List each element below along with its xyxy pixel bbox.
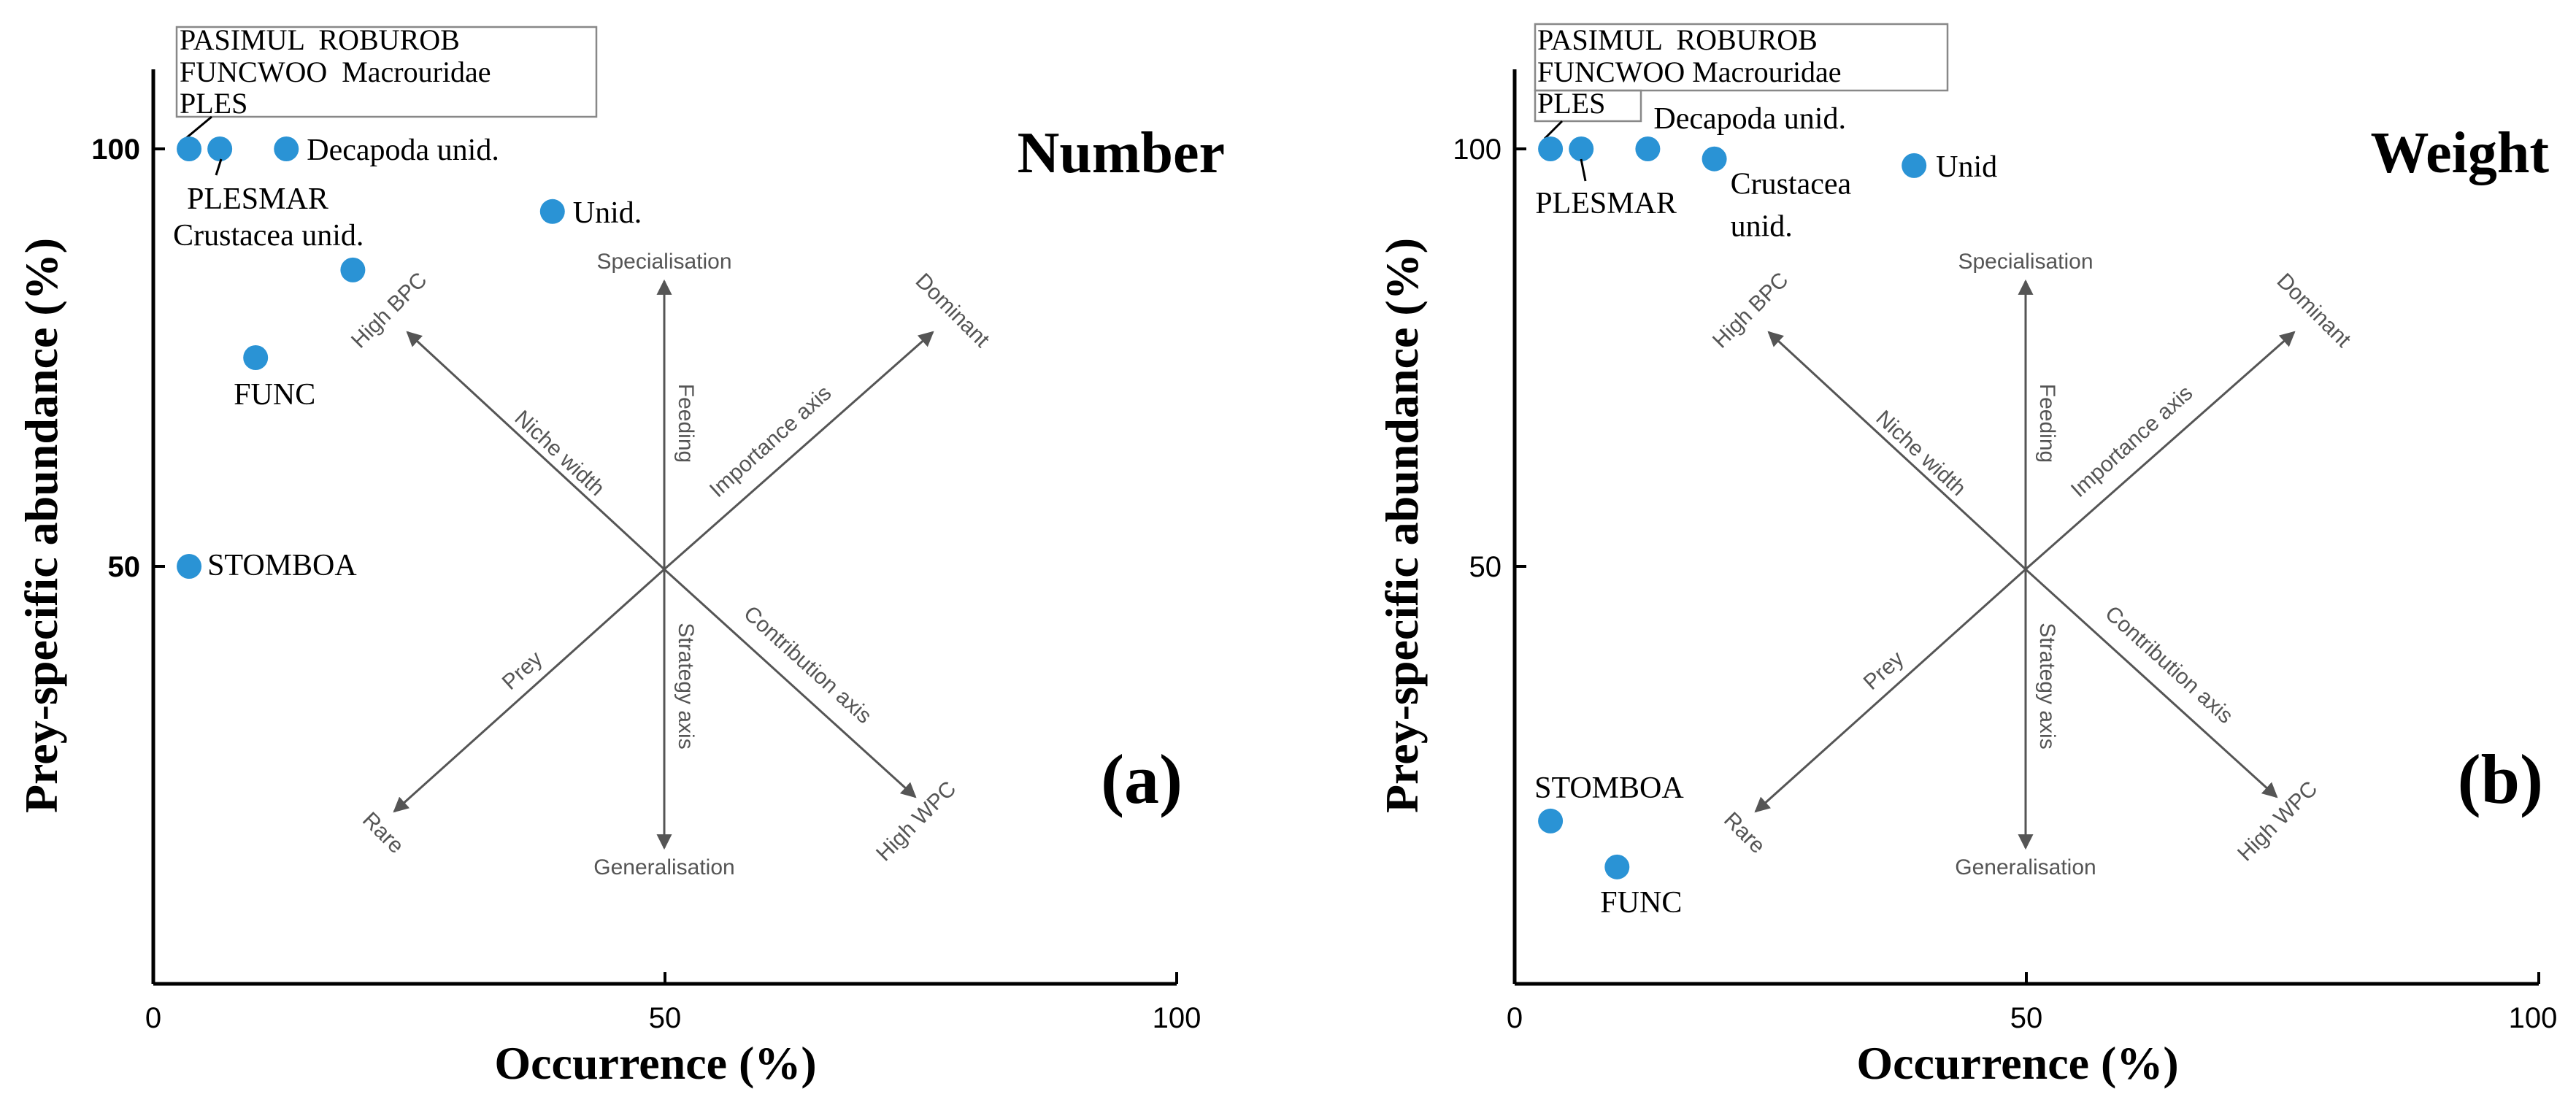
x-tick-label-0: 0	[145, 1002, 161, 1034]
boxed-label-frame-ples	[1534, 89, 1642, 123]
importance-axis-arrow	[2025, 331, 2296, 571]
rare-label: Rare	[358, 808, 408, 858]
high-bpc-label: High BPC	[347, 268, 431, 353]
contribution-axis-label: Contribution axis	[739, 601, 876, 728]
point-label-unid: Unid	[1936, 150, 1997, 184]
x-tick-label-100: 100	[2509, 1002, 2558, 1034]
x-tick-label-50: 50	[649, 1002, 682, 1034]
high-wpc-label: High WPC	[2233, 777, 2322, 866]
plesmar-leader-line	[1580, 158, 1587, 182]
x-tick-label-0: 0	[1507, 1002, 1523, 1034]
point-label-stomboa: STOMBOA	[207, 549, 357, 582]
prey-label: Prey	[1859, 647, 1909, 695]
boxed-label-line-2: FUNCWOO Macrouridae	[180, 55, 491, 88]
high-bpc-label: High BPC	[1708, 268, 1793, 353]
prey-arrow	[393, 568, 666, 813]
boxed-label-line-3: PLES	[1537, 87, 1605, 120]
ples-leader-line	[185, 115, 212, 140]
niche-width-label: Niche width	[510, 406, 610, 501]
boxed-label-frame	[1534, 23, 1949, 92]
feeding-label: Feeding	[2035, 384, 2059, 463]
prey-arrow	[1754, 568, 2027, 813]
interpretation-overlay: Specialisation Generalisation Feeding St…	[1708, 250, 2356, 879]
high-wpc-label: High WPC	[872, 777, 961, 866]
y-tick-label-100: 100	[1453, 134, 1502, 166]
specialisation-label: Specialisation	[596, 250, 731, 274]
data-point-crustacea-unid	[340, 257, 366, 282]
data-point-func	[243, 345, 269, 370]
panel-b-weight: 100 50 0 50 100 Occurrence (%) Prey-spec…	[1376, 23, 2557, 1089]
point-label-func: FUNC	[1600, 886, 1682, 920]
contribution-axis-arrow	[2024, 568, 2278, 798]
point-label-unid: Unid.	[573, 196, 642, 230]
importance-axis-label: Importance axis	[705, 381, 836, 502]
strategy-axis-label: Strategy axis	[2035, 623, 2059, 749]
data-point-decapoda-unid	[1635, 136, 1661, 161]
y-tick-label-100: 100	[91, 134, 140, 166]
scatter-points: PLESMAR Decapoda unid. Unid. Crustacea unid…	[173, 134, 642, 582]
data-point-func	[1604, 854, 1630, 879]
x-tick-label-50: 50	[2010, 1002, 2043, 1034]
y-axis-label: Prey-specific abundance (%)	[15, 238, 67, 813]
data-point-unid	[539, 199, 565, 224]
point-label-crustacea-unid: Crustacea unid.	[1731, 168, 1852, 244]
data-point-ples	[177, 136, 202, 161]
point-label-stomboa: STOMBOA	[1534, 771, 1684, 805]
generalisation-label: Generalisation	[593, 855, 734, 879]
corner-title: Number	[1018, 121, 1225, 185]
plesmar-leader-line	[215, 158, 223, 176]
data-point-ples	[1538, 136, 1564, 161]
point-label-plesmar: PLESMAR	[187, 182, 328, 216]
feeding-label: Feeding	[674, 384, 698, 463]
boxed-label-line-1: PASIMUL ROBUROB	[180, 23, 460, 56]
data-point-crustacea-unid	[1702, 146, 1727, 172]
x-axis-label: Occurrence (%)	[1856, 1037, 2178, 1089]
strategy-axis-label: Strategy axis	[674, 623, 698, 749]
corner-title: Weight	[2371, 121, 2550, 185]
y-tick-label-50: 50	[1469, 551, 1502, 583]
point-label-func: FUNC	[234, 378, 315, 412]
niche-width-arrow	[406, 331, 666, 571]
data-point-decapoda-unid	[274, 136, 299, 161]
data-point-stomboa	[177, 554, 202, 579]
boxed-label-frame	[175, 26, 598, 118]
importance-axis-arrow	[664, 331, 934, 571]
ples-leader-line	[1543, 120, 1564, 140]
niche-width-arrow	[1767, 331, 2027, 571]
boxed-label-line-3: PLES	[180, 87, 247, 120]
x-tick-label-100: 100	[1153, 1002, 1202, 1034]
boxed-label-line-2: FUNCWOO Macrouridae	[1537, 55, 1842, 88]
panel-a-number: 100 50 0 50 100 Occurrence (%) Prey-spec…	[15, 23, 1225, 1089]
prey-label: Prey	[498, 647, 547, 695]
contribution-axis-arrow	[663, 568, 917, 798]
point-label-decapoda-unid: Decapoda unid.	[307, 134, 499, 167]
y-tick-label-50: 50	[108, 551, 141, 583]
boxed-label-line-1: PASIMUL ROBUROB	[1537, 23, 1818, 56]
interpretation-overlay: Specialisation Generalisation Feeding St…	[347, 250, 994, 879]
scatter-points: PLESMAR Decapoda unid. Crustacea unid. Unid S…	[1534, 102, 1997, 920]
y-axis-label: Prey-specific abundance (%)	[1376, 238, 1428, 813]
data-point-plesmar	[1569, 136, 1594, 161]
point-label-decapoda-unid: Decapoda unid.	[1653, 102, 1846, 136]
point-label-plesmar: PLESMAR	[1535, 187, 1677, 220]
data-point-plesmar	[207, 136, 233, 161]
x-axis-label: Occurrence (%)	[494, 1037, 816, 1089]
data-point-unid	[1902, 153, 1927, 178]
panel-label: (b)	[2458, 740, 2543, 818]
contribution-axis-label: Contribution axis	[2100, 601, 2237, 728]
specialisation-label: Specialisation	[1958, 250, 2093, 274]
generalisation-label: Generalisation	[1955, 855, 2096, 879]
point-label-crustacea-unid: Crustacea unid.	[173, 219, 364, 253]
importance-axis-label: Importance axis	[2066, 381, 2197, 502]
niche-width-label: Niche width	[1872, 406, 1971, 501]
rare-label: Rare	[1719, 808, 1769, 858]
panel-label: (a)	[1101, 740, 1183, 818]
data-point-stomboa	[1538, 808, 1564, 833]
